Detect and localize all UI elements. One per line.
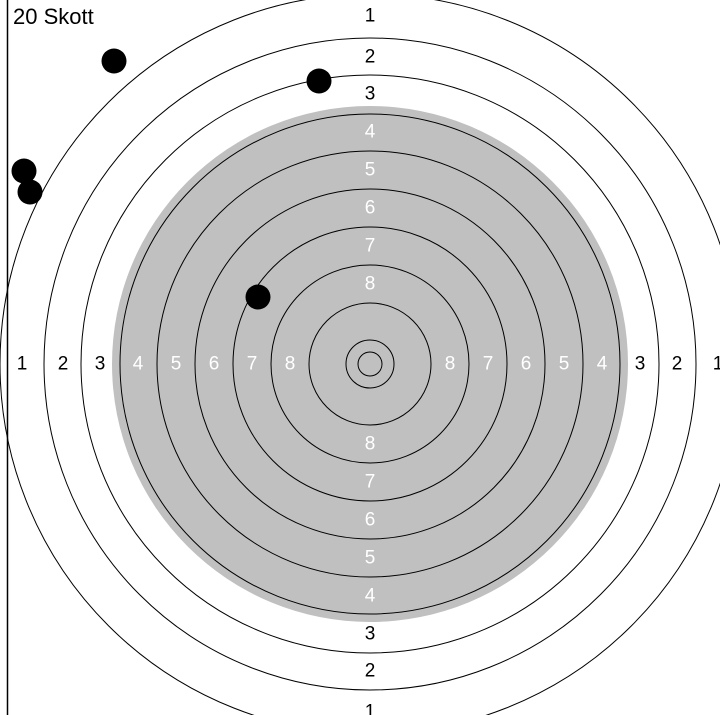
- ring-number-8-bottom: 8: [365, 434, 376, 455]
- shot-hole: [11, 158, 37, 184]
- ring-number-2-left: 2: [58, 354, 69, 375]
- ring-number-8-top: 8: [365, 274, 376, 295]
- target-ring-9: [308, 302, 432, 426]
- ring-number-7-bottom: 7: [365, 472, 376, 493]
- ring-number-7-left: 7: [247, 354, 258, 375]
- ring-number-1-left: 1: [17, 354, 28, 375]
- ring-number-4-top: 4: [365, 122, 376, 143]
- ring-number-1-top: 1: [365, 6, 376, 27]
- shot-hole: [17, 179, 43, 205]
- target-ring-7: [232, 226, 508, 502]
- ring-number-5-top: 5: [365, 160, 376, 181]
- ring-number-2-bottom: 2: [365, 661, 376, 682]
- shot-holes: [11, 48, 332, 310]
- ring-number-4-bottom: 4: [365, 586, 376, 607]
- target-ring-10: [345, 339, 395, 389]
- ring-number-8-left: 8: [285, 354, 296, 375]
- ring-number-8-right: 8: [445, 354, 456, 375]
- ring-number-7-top: 7: [365, 236, 376, 257]
- ring-number-6-right: 6: [521, 354, 532, 375]
- ring-number-1-bottom: 1: [365, 702, 376, 715]
- scoring-zone-layer: [112, 106, 628, 622]
- target-ring-5: [156, 150, 584, 578]
- target-ring-3: [80, 74, 660, 654]
- ring-numbers: 1 1 1 1 2 2 2 2 3 3 3 3 4 4 4 4 5 5 5 5 6 6 6 6 7 7 7 7 8 8 8 8: [17, 6, 720, 715]
- ring-number-6-left: 6: [209, 354, 220, 375]
- ring-number-2-right: 2: [672, 354, 683, 375]
- ring-number-2-top: 2: [365, 47, 376, 68]
- ring-number-3-left: 3: [95, 354, 106, 375]
- ring-number-3-bottom: 3: [365, 624, 376, 645]
- ring-number-4-right: 4: [597, 354, 608, 375]
- target-ring-8: [270, 264, 470, 464]
- ring-number-6-top: 6: [365, 198, 376, 219]
- target-ring-2: [43, 37, 697, 691]
- target-ring-6: [194, 188, 546, 540]
- shot-hole: [245, 284, 271, 310]
- ring-number-5-bottom: 5: [365, 548, 376, 569]
- ring-number-6-bottom: 6: [365, 510, 376, 531]
- ring-number-3-right: 3: [635, 354, 646, 375]
- ring-number-1-right: 1: [713, 354, 720, 375]
- shot-hole: [306, 68, 332, 94]
- ring-number-5-left: 5: [171, 354, 182, 375]
- ring-number-5-right: 5: [559, 354, 570, 375]
- ring-number-3-top: 3: [365, 84, 376, 105]
- scoring-zone: [112, 106, 628, 622]
- ring-number-7-right: 7: [483, 354, 494, 375]
- ring-number-4-left: 4: [133, 354, 144, 375]
- shot-count-label: 20 Skott: [13, 4, 96, 29]
- target-ring-11: [357, 351, 383, 377]
- target-ring-4: [119, 113, 621, 615]
- shot-hole: [101, 48, 127, 74]
